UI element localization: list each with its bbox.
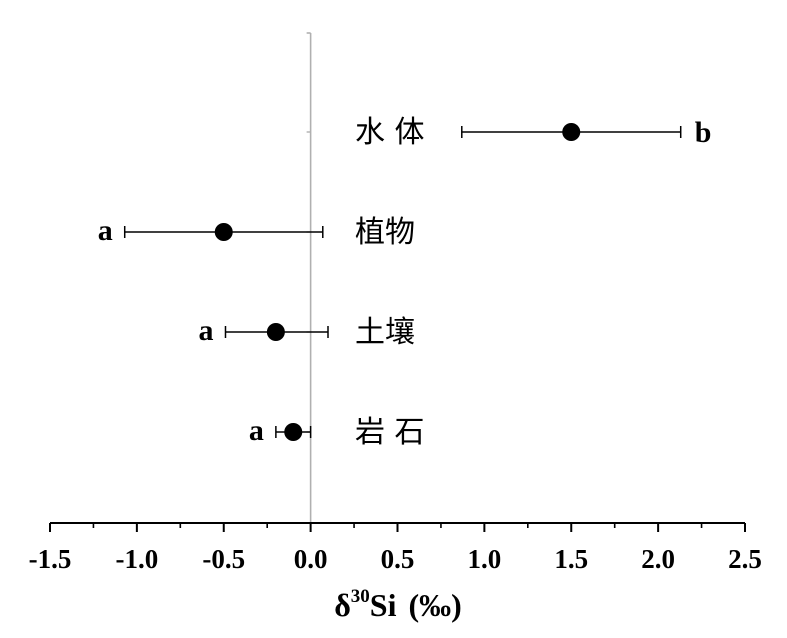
x-axis-title-delta: δ [334,587,351,623]
x-tick-label-1: -1.0 [116,544,159,574]
x-tick-label-3: 0.0 [294,544,328,574]
x-tick-label-5: 1.0 [468,544,502,574]
significance-label-3: a [249,414,264,447]
category-label-1: 植物 [355,215,415,250]
significance-label-1: a [98,214,113,247]
x-tick-label-0: -1.5 [29,544,72,574]
x-axis-title-element: Si [370,587,397,623]
category-label-3: 岩 石 [355,415,425,450]
data-point-1 [214,223,233,241]
x-axis-title-unit: (‰) [408,587,461,623]
x-tick-label-6: 1.5 [554,544,588,574]
data-point-3 [284,423,303,441]
x-tick-label-4: 0.5 [381,544,415,574]
category-label-2: 土壤 [355,315,415,350]
data-point-2 [266,323,285,341]
x-axis-title-superscript: 30 [351,586,370,607]
x-tick-label-8: 2.5 [728,544,762,574]
significance-label-0: b [695,116,712,149]
significance-label-2: a [198,314,213,347]
data-point-0 [562,123,581,141]
x-axis-title: δ30Si (‰) [334,586,462,623]
x-tick-label-2: -0.5 [202,544,245,574]
x-tick-label-7: 2.0 [641,544,675,574]
category-label-0: 水 体 [355,115,425,150]
